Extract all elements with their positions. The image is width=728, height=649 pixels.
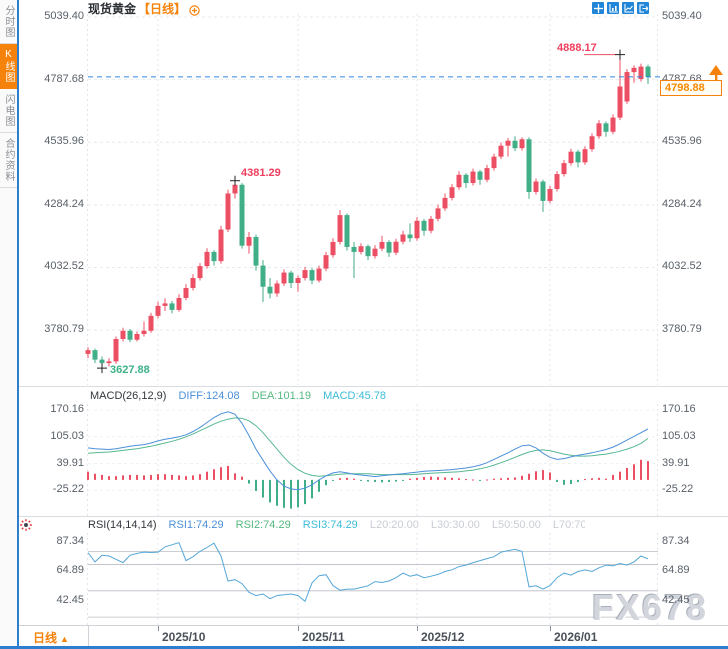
x-axis-date-label: 2025/10 bbox=[162, 630, 206, 644]
main-axis-tick-label: 4032.52 bbox=[662, 260, 702, 273]
trend-chart-icon[interactable] bbox=[622, 2, 634, 14]
exit-fullscreen-icon[interactable] bbox=[637, 2, 649, 14]
axis-chart-icon[interactable] bbox=[607, 2, 619, 14]
macd-dea-value: DEA:101.19 bbox=[251, 390, 312, 402]
macd-axis-tick-label: 170.16 bbox=[662, 403, 696, 416]
sidebar: 分时图 K线图 闪电图 合约资料 bbox=[0, 0, 17, 646]
main-axis-tick-label: 4787.68 bbox=[44, 72, 84, 85]
rsi-axis-tick-label: 87.34 bbox=[56, 534, 84, 547]
macd-label-row: MACD(26,12,9) DIFF:124.08 DEA:101.19 MAC… bbox=[90, 390, 395, 402]
main-axis-tick-label: 4032.52 bbox=[44, 260, 84, 273]
x-axis-tick-mark bbox=[550, 626, 551, 631]
sidebar-tab-kline-chart[interactable]: K线图 bbox=[0, 44, 17, 89]
chart-toolbar bbox=[592, 2, 649, 14]
sidebar-edge-divider bbox=[17, 0, 19, 646]
macd-axis-tick-label: 105.03 bbox=[662, 429, 696, 442]
rsi-axis-tick-label: 42.45 bbox=[662, 593, 690, 606]
macd-axis-tick-label: 39.91 bbox=[662, 456, 690, 469]
rsi-l50-label: L50:50.00 bbox=[491, 519, 541, 531]
x-axis-tick-mark bbox=[158, 626, 159, 631]
main-axis-tick-label: 4535.96 bbox=[44, 135, 84, 148]
indicator-settings-icon[interactable] bbox=[19, 518, 33, 532]
x-axis-date-label: 2025/12 bbox=[421, 630, 465, 644]
macd-axis-tick-label: 39.91 bbox=[56, 456, 84, 469]
panel-divider bbox=[0, 386, 728, 387]
macd-axis-tick-label: 170.16 bbox=[50, 403, 84, 416]
macd-name-label: MACD(26,12,9) bbox=[90, 390, 167, 402]
rsi1-value: RSI1:74.29 bbox=[168, 519, 224, 531]
period-select-button[interactable]: 日线 ▲ bbox=[18, 629, 84, 646]
x-axis-date-label: 2025/11 bbox=[302, 630, 345, 644]
rsi3-value: RSI3:74.29 bbox=[302, 519, 358, 531]
period-label: 日线 bbox=[33, 631, 58, 645]
rsi-l30-label: L30:30.00 bbox=[430, 519, 480, 531]
last-price-tag: 4798.88 bbox=[660, 79, 722, 96]
sidebar-tab-time-chart[interactable]: 分时图 bbox=[0, 0, 17, 44]
rsi-l20-label: L20:20.00 bbox=[369, 519, 419, 531]
macd-axis-tick-label: 105.03 bbox=[50, 429, 84, 442]
bottom-accent-strip bbox=[0, 646, 728, 649]
rsi2-value: RSI2:74.29 bbox=[235, 519, 291, 531]
x-axis-date-label: 2026/01 bbox=[554, 630, 598, 644]
watermark: FX678 bbox=[592, 587, 709, 628]
sidebar-tab-lightning-chart[interactable]: 闪电图 bbox=[0, 89, 17, 133]
crosshair-icon[interactable] bbox=[592, 2, 604, 14]
bottom-bar: 日线 ▲ 2025/10 2025/11 2025/12 2026/01 bbox=[0, 625, 728, 647]
rsi-axis-tick-label: 42.45 bbox=[56, 593, 84, 606]
main-axis-tick-label: 4535.96 bbox=[662, 135, 702, 148]
rsi-label-row: RSI(14,14,14) RSI1:74.29 RSI2:74.29 RSI3… bbox=[88, 519, 585, 531]
rsi-axis-tick-label: 64.89 bbox=[56, 564, 84, 577]
x-axis-tick-mark bbox=[417, 626, 418, 631]
macd-macd-value: MACD:45.78 bbox=[323, 390, 387, 402]
sidebar-tab-contract-info[interactable]: 合约资料 bbox=[0, 133, 17, 188]
rsi-axis-tick-label: 87.34 bbox=[662, 534, 690, 547]
main-axis-tick-label: 4284.24 bbox=[44, 197, 84, 210]
main-axis-tick-label: 5039.40 bbox=[662, 10, 702, 22]
bottom-bar-divider bbox=[88, 626, 89, 647]
rsi-axis-tick-label: 64.89 bbox=[662, 564, 690, 577]
add-indicator-icon[interactable] bbox=[189, 3, 200, 16]
macd-diff-value: DIFF:124.08 bbox=[178, 390, 240, 402]
rsi-name-label: RSI(14,14,14) bbox=[88, 519, 157, 531]
rsi-l70-label: L70:70.00 bbox=[552, 519, 585, 531]
macd-axis-tick-label: -25.22 bbox=[662, 483, 694, 496]
low-price-callout: 3627.88 bbox=[110, 364, 150, 376]
main-axis-tick-label: 4284.24 bbox=[662, 197, 702, 210]
period-tag: 【日线】 bbox=[138, 1, 187, 16]
panel-divider bbox=[0, 516, 728, 517]
main-axis-tick-label: 5039.40 bbox=[44, 10, 84, 22]
main-axis-tick-label: 3780.79 bbox=[662, 323, 702, 336]
x-axis-tick-mark bbox=[298, 626, 299, 631]
macd-axis-tick-label: -25.22 bbox=[52, 483, 84, 496]
symbol-title: 现货黄金 bbox=[88, 1, 137, 16]
main-axis-tick-label: 3780.79 bbox=[44, 323, 84, 336]
dropdown-arrow-icon: ▲ bbox=[60, 634, 69, 644]
high-price-callout: 4888.17 bbox=[557, 42, 597, 54]
chart-header: 现货黄金 【日线】 bbox=[88, 1, 200, 16]
peak-price-callout: 4381.29 bbox=[241, 167, 281, 179]
